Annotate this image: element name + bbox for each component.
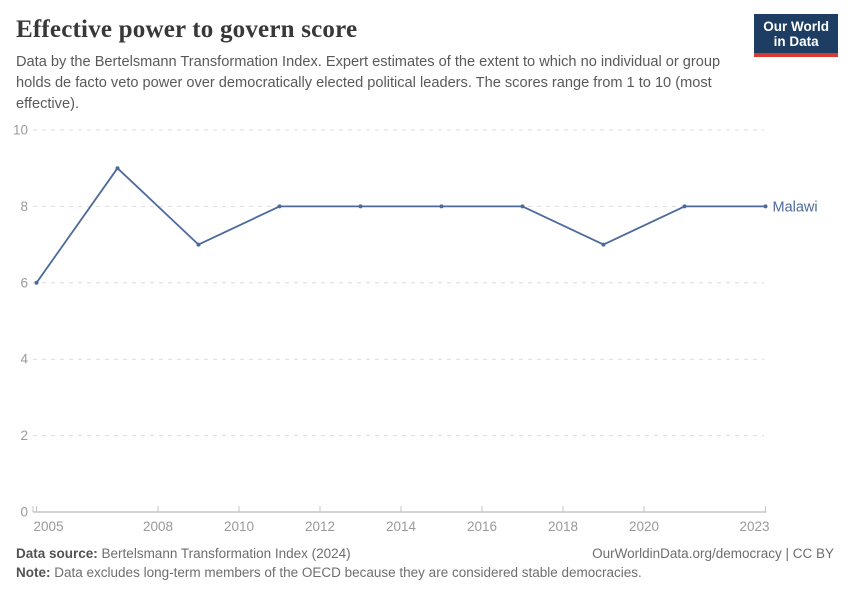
chart-subtitle: Data by the Bertelsmann Transformation I…	[16, 54, 721, 113]
owid-logo-box: Our World in Data	[754, 14, 838, 53]
chart-line-malawi[interactable]	[35, 167, 767, 284]
note-text: Note: Data excludes long-term members of…	[16, 565, 834, 580]
data-point-malawi-2023[interactable]	[763, 204, 768, 209]
x-axis-label-2005: 2005	[34, 519, 64, 534]
chart-title: Effective power to govern score	[16, 16, 358, 43]
owid-logo-line2: in Data	[773, 34, 819, 49]
data-source-value: Bertelsmann Transformation Index (2024)	[101, 546, 351, 562]
data-point-malawi-2015[interactable]	[439, 204, 444, 209]
y-axis-label-2: 2	[20, 428, 28, 443]
series-label-malawi[interactable]: Malawi	[773, 200, 818, 216]
x-axis-label-2010: 2010	[224, 519, 254, 534]
chart-footer: Data source: Bertelsmann Transformation …	[0, 546, 850, 580]
data-source-text: Data source: Bertelsmann Transformation …	[16, 546, 351, 561]
data-point-malawi-2013[interactable]	[358, 204, 363, 209]
note-label: Note:	[16, 565, 51, 581]
chart-header: Effective power to govern score Data by …	[0, 0, 850, 115]
x-axis-label-2018: 2018	[548, 519, 578, 534]
owid-logo[interactable]: Our World in Data	[754, 14, 838, 57]
x-axis-label-2020: 2020	[629, 519, 659, 534]
y-axis-label-10: 10	[13, 123, 28, 138]
owid-license-link[interactable]: OurWorldinData.org/democracy | CC BY	[592, 546, 834, 562]
line-chart-area[interactable]: 0 2 4 6 8 10 2005 2008 2010 2012 2014 2016 2018 2020 2…	[0, 117, 850, 541]
owid-logo-red-bar	[754, 53, 838, 57]
y-axis-label-8: 8	[20, 199, 28, 214]
y-axis-label-6: 6	[20, 276, 28, 291]
x-axis-label-2012: 2012	[305, 519, 335, 534]
line-chart-canvas[interactable]: 0 2 4 6 8 10 2005 2008 2010 2012 2014 2016 2018 2020 2…	[0, 117, 850, 541]
data-point-malawi-2011[interactable]	[277, 204, 282, 209]
y-axis-label-0: 0	[20, 505, 28, 520]
x-axis-label-2008: 2008	[143, 519, 173, 534]
owid-logo-line1: Our World	[763, 19, 829, 34]
data-point-malawi-2005[interactable]	[34, 281, 39, 286]
data-point-malawi-2019[interactable]	[601, 242, 606, 247]
x-axis-label-2016: 2016	[467, 519, 497, 534]
note-value: Data excludes long-term members of the O…	[54, 565, 642, 581]
y-axis-label-4: 4	[20, 352, 28, 367]
data-point-malawi-2017[interactable]	[520, 204, 525, 209]
data-source-label: Data source:	[16, 546, 98, 562]
data-point-malawi-2009[interactable]	[196, 242, 201, 247]
x-axis-label-2023: 2023	[739, 519, 769, 534]
data-point-malawi-2021[interactable]	[682, 204, 687, 209]
data-point-malawi-2007[interactable]	[115, 166, 120, 171]
x-axis-label-2014: 2014	[386, 519, 417, 534]
